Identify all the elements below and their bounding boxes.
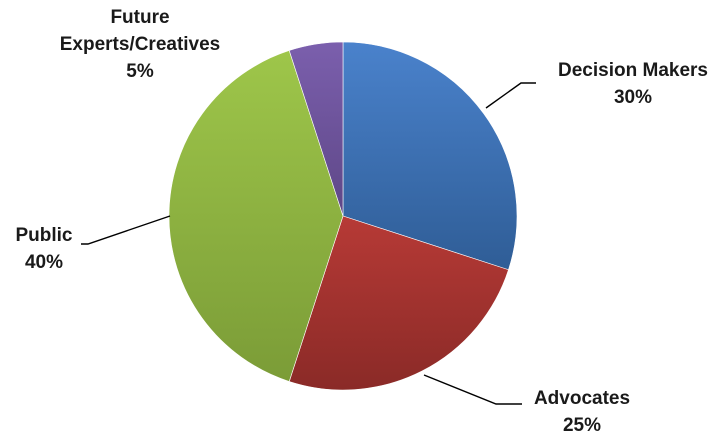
pie-slice-decision-makers [342,41,518,271]
leader-line-advocates [423,374,522,405]
data-label-public: Public 40% [15,225,72,273]
data-labels: Decision Makers 30% Advocates 25% Public 40% F… [15,7,707,436]
pie-slice-advocates [288,215,509,391]
data-label-decision-makers: Decision Makers 30% [558,60,708,108]
leader-lines [81,82,536,405]
leader-line-public [81,215,171,245]
leader-line-decision-makers [485,82,536,109]
data-label-advocates: Advocates 25% [534,388,630,436]
slices-layer [168,41,518,391]
pie-slice-future-experts-creatives [288,41,344,217]
data-label-future-experts-creatives: Future Experts/Creatives 5% [60,7,221,82]
